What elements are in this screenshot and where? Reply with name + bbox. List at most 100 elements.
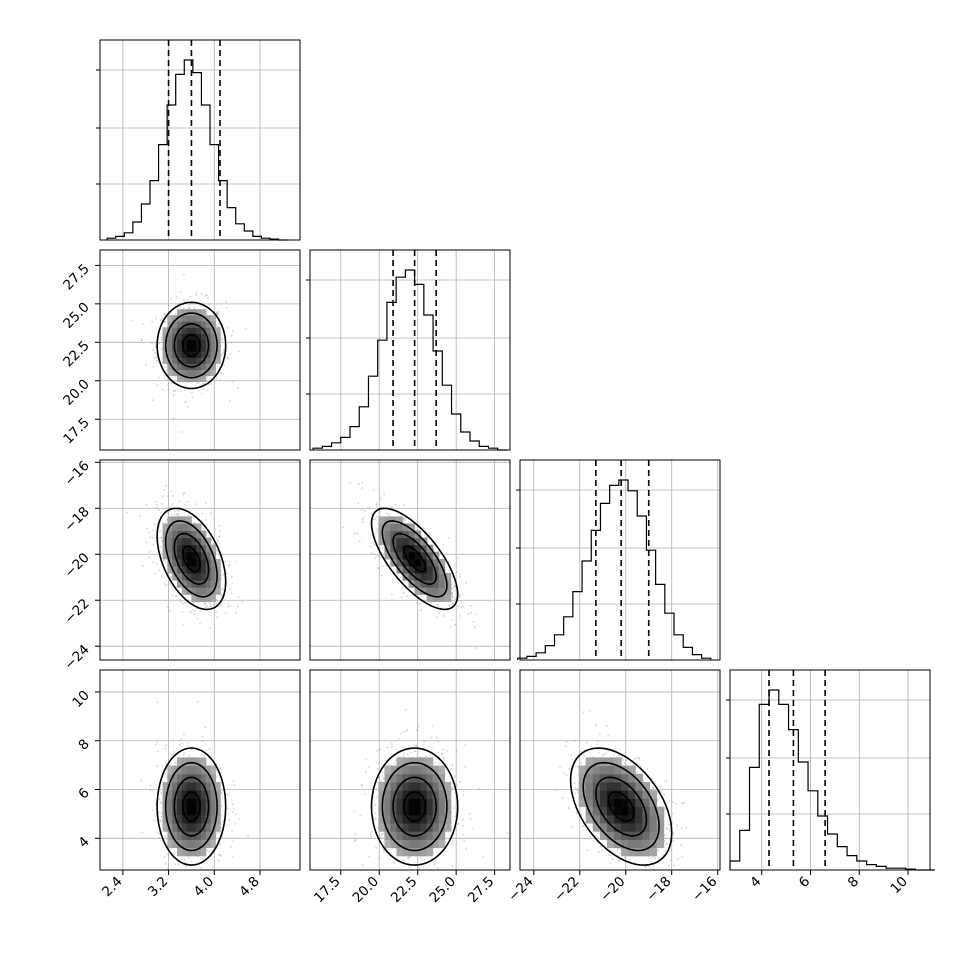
sample-point bbox=[180, 738, 183, 741]
sample-point bbox=[361, 518, 364, 521]
sample-point bbox=[384, 759, 387, 762]
sample-point bbox=[186, 500, 189, 503]
sample-point bbox=[459, 781, 461, 783]
sample-point bbox=[677, 858, 680, 860]
sample-point bbox=[462, 793, 465, 796]
sample-point bbox=[354, 840, 357, 842]
density-cell bbox=[384, 823, 391, 832]
sample-point bbox=[358, 540, 361, 543]
sample-point bbox=[398, 737, 401, 740]
sample-point bbox=[227, 605, 230, 608]
density-cell bbox=[172, 790, 178, 799]
sample-point bbox=[182, 307, 185, 310]
sample-point bbox=[189, 295, 192, 298]
density-cell bbox=[420, 798, 428, 808]
density-cell bbox=[181, 831, 188, 840]
density-cell bbox=[196, 333, 202, 340]
sample-point bbox=[227, 357, 229, 360]
sample-point bbox=[161, 347, 163, 350]
density-cell bbox=[420, 839, 428, 849]
sample-point bbox=[456, 557, 459, 559]
density-cell bbox=[585, 773, 594, 783]
sample-point bbox=[414, 750, 417, 753]
sample-point bbox=[607, 734, 610, 737]
density-cell bbox=[210, 351, 216, 358]
sample-point bbox=[219, 605, 222, 608]
sample-point bbox=[403, 520, 406, 523]
sample-point bbox=[231, 803, 234, 806]
density-cell bbox=[162, 523, 168, 531]
density-cell bbox=[201, 544, 207, 553]
sample-point bbox=[375, 502, 378, 505]
sample-point bbox=[229, 588, 232, 590]
sample-point bbox=[383, 493, 386, 496]
sample-point bbox=[170, 297, 173, 300]
sample-point bbox=[181, 611, 184, 613]
density-cell bbox=[402, 831, 410, 840]
sample-point bbox=[644, 865, 647, 868]
density-cell bbox=[426, 773, 434, 783]
density-cell bbox=[172, 516, 178, 524]
density-cell bbox=[186, 565, 192, 574]
sample-point bbox=[181, 742, 184, 745]
density-cell bbox=[215, 580, 221, 588]
sample-point bbox=[391, 579, 394, 581]
density-cell bbox=[444, 798, 452, 808]
sample-point bbox=[155, 355, 158, 358]
sample-point bbox=[576, 789, 579, 791]
sample-point bbox=[586, 849, 589, 852]
density-cell bbox=[172, 369, 178, 376]
sample-point bbox=[605, 725, 608, 728]
density-cell bbox=[167, 351, 173, 358]
density-cell bbox=[378, 814, 385, 824]
density-cell bbox=[172, 573, 178, 581]
histogram-panel-0 bbox=[96, 40, 300, 241]
sample-point bbox=[228, 560, 231, 563]
x-tick-label: 4.8 bbox=[236, 874, 263, 901]
sample-point bbox=[635, 761, 638, 764]
density-cell bbox=[162, 544, 168, 553]
sample-point bbox=[374, 532, 377, 535]
sample-point bbox=[430, 736, 433, 739]
sample-point bbox=[581, 829, 584, 832]
sample-point bbox=[449, 626, 452, 628]
sample-point bbox=[165, 370, 168, 373]
density-cell bbox=[196, 847, 202, 857]
sample-point bbox=[227, 807, 229, 810]
density-cell bbox=[592, 765, 601, 775]
sample-point bbox=[233, 784, 236, 787]
sample-point bbox=[217, 540, 220, 543]
sample-point bbox=[195, 291, 198, 294]
density-cell bbox=[390, 782, 397, 791]
sample-point bbox=[204, 294, 207, 297]
density-cell bbox=[210, 839, 216, 849]
sample-point bbox=[209, 377, 212, 380]
sample-point bbox=[555, 789, 558, 792]
density-cell bbox=[438, 580, 446, 588]
density-cell bbox=[432, 831, 440, 840]
sample-point bbox=[434, 541, 437, 544]
density-cell bbox=[210, 333, 216, 340]
sample-point bbox=[365, 770, 367, 773]
contour-level-1 bbox=[173, 776, 210, 837]
sample-point bbox=[160, 536, 163, 539]
sample-point bbox=[174, 594, 177, 597]
sample-point bbox=[460, 606, 463, 609]
density-cell bbox=[196, 594, 202, 602]
sample-point bbox=[604, 752, 607, 755]
density-cell bbox=[205, 580, 212, 588]
density-cell bbox=[201, 580, 207, 588]
sample-point bbox=[433, 761, 436, 764]
density-cell bbox=[196, 351, 202, 358]
density-cell bbox=[196, 839, 202, 849]
sample-point bbox=[624, 856, 627, 859]
sample-point bbox=[458, 596, 461, 599]
scatter-panel-3-1 bbox=[310, 670, 510, 870]
sample-point bbox=[163, 374, 166, 377]
density-cell bbox=[444, 814, 452, 824]
density-cell bbox=[201, 309, 207, 316]
sample-point bbox=[172, 417, 175, 420]
sample-point bbox=[376, 767, 379, 770]
density-cell bbox=[191, 587, 197, 595]
density-cell bbox=[167, 537, 173, 546]
